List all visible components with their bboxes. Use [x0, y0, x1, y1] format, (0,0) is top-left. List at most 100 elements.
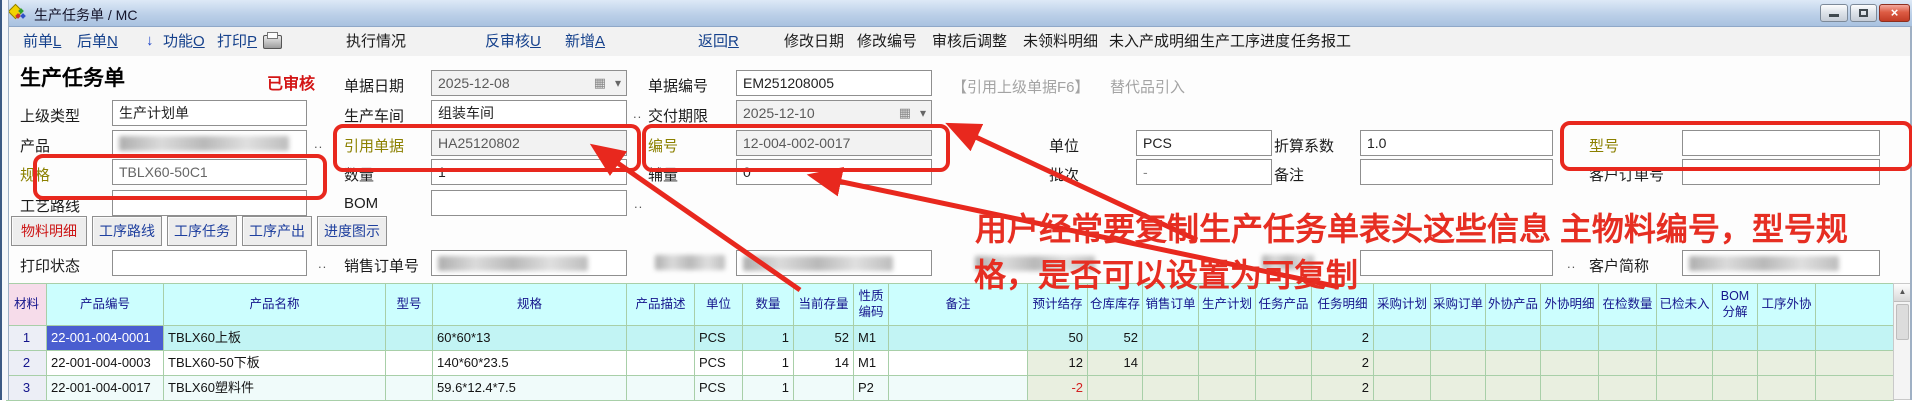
- table-cell[interactable]: [1541, 351, 1599, 376]
- deadline-field[interactable]: 2025-12-10 ▦ ▾: [736, 100, 932, 126]
- table-cell[interactable]: M1: [854, 351, 889, 376]
- table-cell[interactable]: 1: [743, 351, 794, 376]
- table-cell[interactable]: -2: [1028, 376, 1088, 401]
- table-cell[interactable]: P2: [854, 376, 889, 401]
- table-cell[interactable]: [1256, 376, 1312, 401]
- column-header[interactable]: 材料: [7, 284, 47, 326]
- bom-field[interactable]: [431, 190, 627, 216]
- product-field[interactable]: [112, 130, 307, 156]
- print-status-field[interactable]: [112, 250, 307, 276]
- table-cell[interactable]: [1657, 376, 1713, 401]
- table-cell[interactable]: [1199, 326, 1256, 351]
- tab-process-output[interactable]: 工序产出: [242, 216, 312, 246]
- column-header[interactable]: 采购计划: [1374, 284, 1431, 326]
- row-number-cell[interactable]: 1: [7, 326, 47, 351]
- table-cell[interactable]: 12: [1028, 351, 1088, 376]
- maximize-button[interactable]: [1850, 4, 1877, 22]
- column-header[interactable]: 单位: [695, 284, 743, 326]
- table-cell[interactable]: 22-001-004-0001: [47, 326, 164, 351]
- workshop-lookup-button[interactable]: ..: [633, 106, 643, 121]
- table-cell[interactable]: [627, 326, 695, 351]
- tab-material-detail[interactable]: 物料明细: [11, 216, 87, 246]
- table-cell[interactable]: [1088, 376, 1143, 401]
- table-cell[interactable]: 22-001-004-0017: [47, 376, 164, 401]
- table-cell[interactable]: [1657, 326, 1713, 351]
- extra-lookup-button[interactable]: ..: [1567, 256, 1577, 271]
- table-cell[interactable]: [1199, 351, 1256, 376]
- unit-field[interactable]: PCS: [1136, 130, 1272, 156]
- related-order-field[interactable]: [736, 250, 932, 276]
- remark-field[interactable]: [1360, 159, 1553, 185]
- substitute-import-hint[interactable]: 替代品引入: [1110, 79, 1186, 96]
- table-cell[interactable]: [889, 326, 1028, 351]
- table-cell[interactable]: [1758, 376, 1816, 401]
- column-header[interactable]: 外协明细: [1541, 284, 1599, 326]
- toolbar-item-process-progress[interactable]: 生产工序进度: [1200, 33, 1291, 50]
- table-cell[interactable]: [1486, 376, 1541, 401]
- toolbar-item-add-new[interactable]: 新增A: [565, 33, 606, 50]
- spec-field[interactable]: TBLX60-50C1: [112, 159, 307, 185]
- table-cell[interactable]: [889, 376, 1028, 401]
- table-cell[interactable]: [386, 376, 433, 401]
- column-header[interactable]: 已检未入: [1657, 284, 1713, 326]
- table-cell[interactable]: 1: [743, 326, 794, 351]
- tab-process-task[interactable]: 工序任务: [167, 216, 237, 246]
- table-cell[interactable]: [1713, 326, 1758, 351]
- column-header[interactable]: 生产计划: [1199, 284, 1256, 326]
- column-header[interactable]: 规格: [433, 284, 627, 326]
- column-header[interactable]: 当前存量: [794, 284, 854, 326]
- table-cell[interactable]: 59.6*12.4*7.5: [433, 376, 627, 401]
- chevron-down-icon[interactable]: ▾: [614, 76, 621, 90]
- table-cell[interactable]: [1713, 351, 1758, 376]
- table-cell[interactable]: [1143, 326, 1199, 351]
- table-cell[interactable]: 52: [794, 326, 854, 351]
- table-cell[interactable]: 60*60*13: [433, 326, 627, 351]
- aux-qty-field[interactable]: 0: [736, 159, 932, 185]
- table-cell[interactable]: [794, 376, 854, 401]
- toolbar-item-prev-doc[interactable]: 前单L: [23, 33, 62, 50]
- ref-doc-field[interactable]: HA25120802: [431, 130, 627, 156]
- table-cell[interactable]: [1143, 351, 1199, 376]
- table-cell[interactable]: 2: [1312, 351, 1374, 376]
- table-cell[interactable]: 14: [794, 351, 854, 376]
- table-cell[interactable]: [1657, 351, 1713, 376]
- column-header[interactable]: 任务产品: [1256, 284, 1312, 326]
- table-cell[interactable]: 14: [1088, 351, 1143, 376]
- column-header[interactable]: 性质 编码: [854, 284, 889, 326]
- table-cell[interactable]: 2: [1312, 376, 1374, 401]
- scrollbar-thumb[interactable]: [1896, 304, 1909, 340]
- model-field[interactable]: [1682, 130, 1880, 156]
- table-cell[interactable]: [1599, 351, 1657, 376]
- table-cell[interactable]: M1: [854, 326, 889, 351]
- table-cell[interactable]: [1758, 326, 1816, 351]
- column-header[interactable]: 仓库库存: [1088, 284, 1143, 326]
- table-cell[interactable]: [1486, 326, 1541, 351]
- column-header[interactable]: 任务明细: [1312, 284, 1374, 326]
- table-cell[interactable]: 140*60*23.5: [433, 351, 627, 376]
- column-header[interactable]: 外协产品: [1486, 284, 1541, 326]
- doc-date-field[interactable]: 2025-12-08 ▦ ▾: [431, 70, 627, 96]
- toolbar-item-task-report[interactable]: 任务报工: [1291, 33, 1352, 50]
- table-cell[interactable]: 50: [1028, 326, 1088, 351]
- table-cell[interactable]: TBLX60塑料件: [164, 376, 386, 401]
- code-field[interactable]: 12-004-002-0017: [736, 130, 932, 156]
- column-header[interactable]: BOM 分解: [1713, 284, 1758, 326]
- table-cell[interactable]: 22-001-004-0003: [47, 351, 164, 376]
- chevron-down-icon[interactable]: ▾: [919, 106, 926, 120]
- column-header[interactable]: 产品名称: [164, 284, 386, 326]
- row-number-cell[interactable]: 2: [7, 351, 47, 376]
- table-cell[interactable]: 52: [1088, 326, 1143, 351]
- scroll-up-icon[interactable]: ▲: [1894, 284, 1911, 302]
- table-cell[interactable]: [1374, 326, 1431, 351]
- batch-field[interactable]: -: [1136, 159, 1272, 185]
- column-header[interactable]: 备注: [889, 284, 1028, 326]
- table-cell[interactable]: [627, 376, 695, 401]
- product-lookup-button[interactable]: ..: [314, 136, 324, 151]
- table-cell[interactable]: PCS: [695, 351, 743, 376]
- table-cell[interactable]: [1486, 351, 1541, 376]
- table-cell[interactable]: [1199, 376, 1256, 401]
- column-header[interactable]: 产品描述: [627, 284, 695, 326]
- table-cell[interactable]: [1374, 376, 1431, 401]
- table-cell[interactable]: [386, 351, 433, 376]
- table-cell[interactable]: [1541, 326, 1599, 351]
